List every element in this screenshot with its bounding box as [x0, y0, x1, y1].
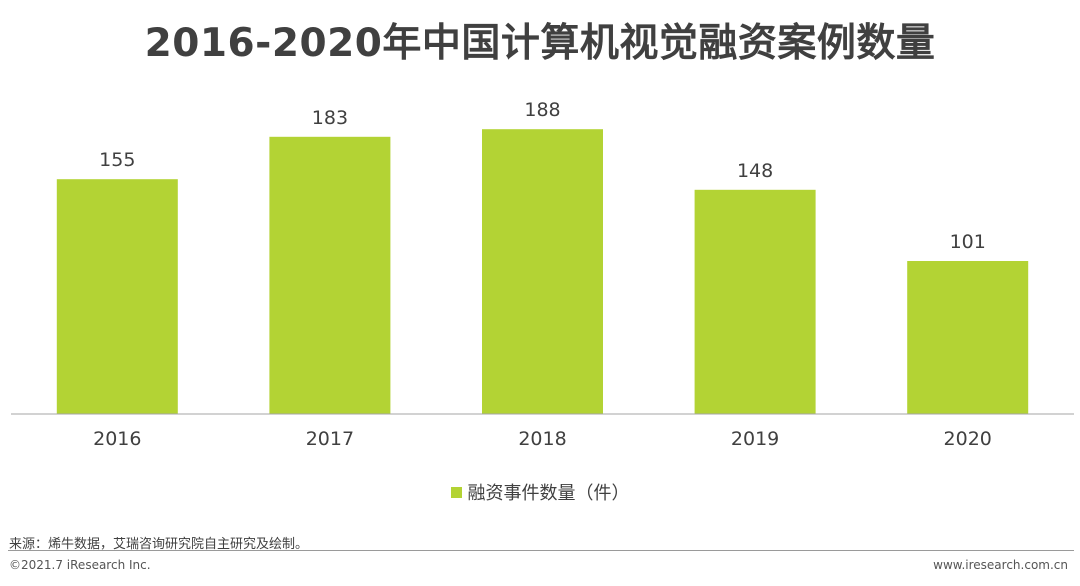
x-tick-label-2016: 2016 [93, 428, 141, 450]
legend-label: 融资事件数量（件） [467, 483, 630, 504]
data-label-2018: 188 [524, 99, 560, 121]
chart-title: 2016-2020年中国计算机视觉融资案例数量 [144, 21, 936, 66]
data-label-2017: 183 [312, 107, 348, 129]
website-link[interactable]: www.iresearch.com.cn [933, 558, 1068, 572]
bar-2017 [269, 136, 391, 415]
data-label-2016: 155 [99, 149, 135, 171]
x-tick-label-2020: 2020 [944, 428, 992, 450]
bar-chart: 155 183 188 148 101 2016 2017 2018 2019 2020 [11, 99, 1074, 450]
bar-2018 [482, 129, 603, 414]
bar-2020 [907, 261, 1029, 414]
data-label-2019: 148 [737, 160, 773, 182]
x-tick-labels-group: 2016 2017 2018 2019 2020 [93, 428, 992, 450]
x-tick-label-2019: 2019 [731, 428, 779, 450]
source-note: 来源：烯牛数据，艾瑞咨询研究院自主研究及绘制。 [9, 537, 309, 552]
footer-divider [8, 550, 1074, 551]
bars-group [56, 129, 1029, 415]
data-label-2020: 101 [950, 231, 986, 253]
legend: 融资事件数量（件） [0, 479, 1080, 505]
x-tick-label-2018: 2018 [518, 428, 566, 450]
bar-2016 [56, 179, 178, 414]
copyright-text: ©2021.7 iResearch Inc. [9, 558, 151, 572]
data-labels-group: 155 183 188 148 101 [99, 99, 986, 253]
bar-2019 [694, 189, 816, 414]
x-tick-label-2017: 2017 [306, 428, 354, 450]
legend-swatch [450, 486, 462, 498]
